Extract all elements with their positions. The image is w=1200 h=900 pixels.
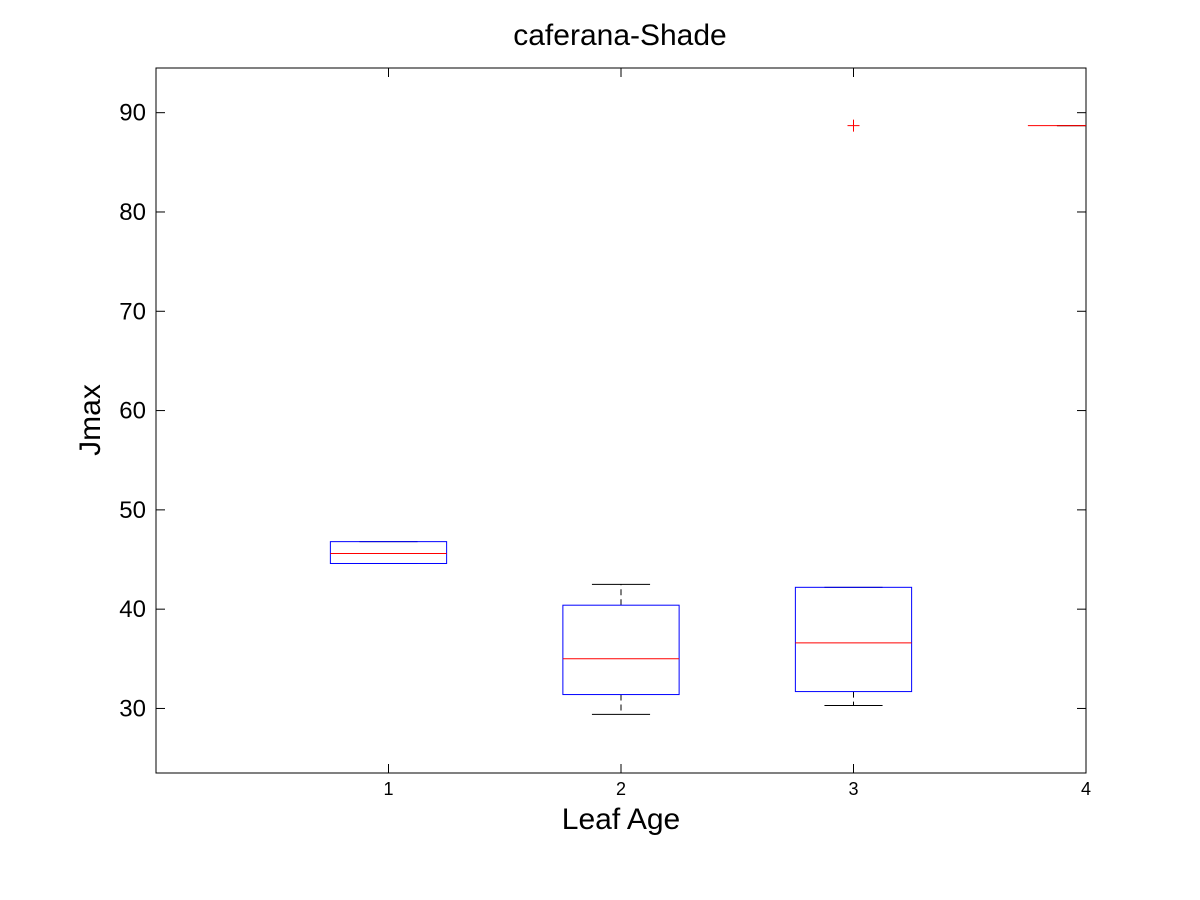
y-tick-label: 40 [119,596,146,623]
x-tick-label: 1 [383,779,393,799]
y-axis-label: Jmax [74,384,107,456]
x-tick-label: 4 [1081,779,1091,799]
y-tick-label: 60 [119,398,146,425]
box-group [329,541,448,564]
box-group [794,119,913,706]
y-tick-label: 90 [119,100,146,127]
y-tick-label: 70 [119,298,146,325]
y-tick-label: 80 [119,199,146,226]
y-tick-label: 50 [119,497,146,524]
y-tick-label: 30 [119,695,146,722]
chart-title: caferana-Shade [513,19,727,52]
box-iqr [562,604,680,696]
outlier-point [847,119,860,132]
box-iqr [794,586,913,693]
plot-frame [155,67,1087,774]
x-axis: 1 2 3 4 [383,68,1091,799]
x-tick-label: 3 [848,779,858,799]
box-iqr [329,541,448,564]
box-series [329,119,1086,715]
x-axis-label: Leaf Age [562,803,680,836]
box-group [562,583,680,715]
y-axis: 30 40 50 60 70 80 90 [119,100,1086,722]
x-tick-label: 2 [616,779,626,799]
